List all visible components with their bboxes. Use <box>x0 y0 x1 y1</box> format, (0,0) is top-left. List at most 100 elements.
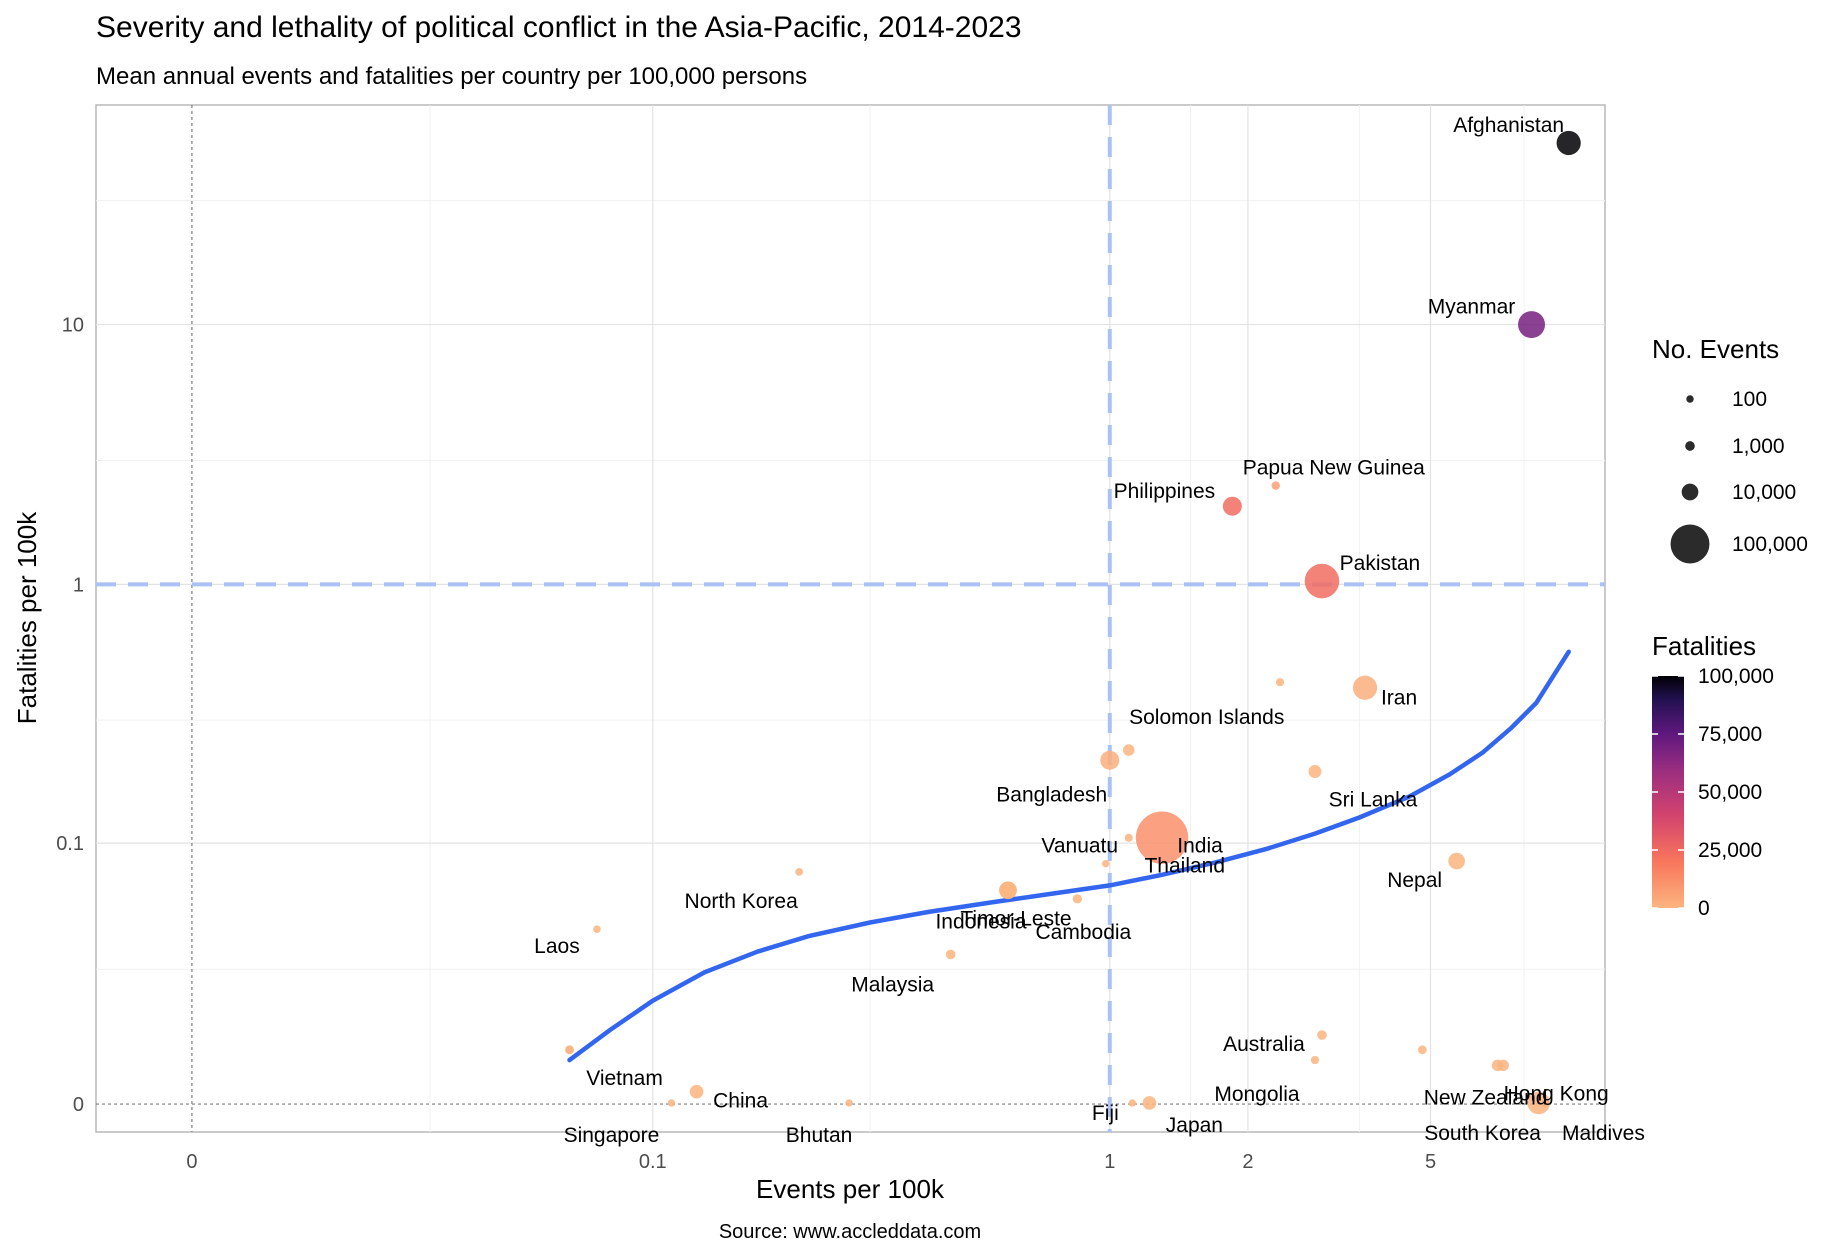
point-label: Singapore <box>564 1124 660 1147</box>
plot-panel <box>95 104 1606 1133</box>
point-label: North Korea <box>685 890 799 913</box>
data-point <box>1308 765 1322 778</box>
legend-size-label: 1,000 <box>1732 435 1785 458</box>
legend-size-key <box>1685 441 1695 451</box>
point-label: Philippines <box>1114 480 1216 503</box>
legend-color-title: Fatalities <box>1652 631 1756 661</box>
legend-color-label: 100,000 <box>1698 665 1774 688</box>
point-label: Mongolia <box>1214 1083 1300 1106</box>
point-label: Nepal <box>1387 869 1442 892</box>
point-label: Maldives <box>1562 1122 1645 1145</box>
point-label: Iran <box>1381 687 1417 710</box>
point-label: Fiji <box>1092 1102 1119 1125</box>
point-label: Myanmar <box>1428 296 1516 319</box>
x-tick-label: 5 <box>1425 1151 1436 1173</box>
data-point <box>667 1099 676 1107</box>
point-label: New Zealand <box>1424 1086 1548 1109</box>
data-point <box>1072 894 1083 904</box>
point-label: Bangladesh <box>996 783 1107 806</box>
point-labels: Afghanistan Myanmar Papua New Guinea Philip… <box>534 114 1645 1147</box>
point-label: Afghanistan <box>1453 114 1564 137</box>
legend-size-label: 10,000 <box>1732 481 1796 504</box>
data-point <box>1142 1096 1157 1110</box>
trend-layer <box>567 649 1571 1063</box>
data-point <box>1497 1059 1509 1072</box>
data-point <box>1317 1030 1327 1040</box>
data-point <box>1518 311 1546 339</box>
data-point <box>1222 496 1242 516</box>
point-label: Vanuatu <box>1041 835 1118 858</box>
legend-size: No. Events 100 1,000 10,000 100,000 <box>1652 334 1808 564</box>
point-label: Cambodia <box>1036 921 1132 944</box>
y-axis-ticks: 0 0.1 1 10 <box>56 315 84 1116</box>
reference-lines <box>96 105 1605 1132</box>
data-point <box>1135 811 1189 864</box>
y-tick-label: 10 <box>62 315 84 337</box>
grid-lines <box>96 105 1605 1132</box>
points-layer <box>565 130 1581 1115</box>
legend-size-label: 100,000 <box>1732 533 1808 556</box>
point-label: Laos <box>534 935 580 958</box>
data-point <box>1128 1099 1137 1107</box>
point-label: Australia <box>1223 1033 1305 1056</box>
data-point <box>1275 678 1285 687</box>
x-tick-label: 2 <box>1242 1151 1253 1173</box>
data-point <box>1418 1045 1427 1055</box>
x-axis-ticks: 0 0.1 1 2 5 <box>186 1151 1436 1173</box>
plot-area: Afghanistan Myanmar Papua New Guinea Philip… <box>95 104 1645 1147</box>
data-point <box>1100 750 1120 770</box>
point-label: Solomon Islands <box>1129 706 1284 729</box>
point-label: Bhutan <box>786 1124 853 1147</box>
data-point <box>1352 675 1378 700</box>
point-label: Japan <box>1166 1114 1223 1137</box>
x-tick-label: 0.1 <box>639 1151 667 1173</box>
legend-size-title: No. Events <box>1652 334 1779 364</box>
data-point <box>1304 563 1340 599</box>
chart-subtitle: Mean annual events and fatalities per co… <box>96 63 807 90</box>
point-label: Hong Kong <box>1504 1082 1609 1105</box>
data-point <box>593 925 601 933</box>
data-point <box>1271 481 1280 490</box>
y-axis-label: Fatalities per 100k <box>12 511 42 724</box>
trend-line <box>567 649 1571 1063</box>
point-label: South Korea <box>1424 1122 1541 1145</box>
data-point <box>1556 130 1581 156</box>
point-label: China <box>713 1090 768 1113</box>
legend-size-label: 100 <box>1732 388 1767 411</box>
data-point <box>1310 1055 1320 1065</box>
legend-color-label: 25,000 <box>1698 839 1762 862</box>
x-tick-label: 0 <box>186 1151 197 1173</box>
legend-size-key <box>1686 395 1694 403</box>
legend-color-label: 75,000 <box>1698 723 1762 746</box>
data-point <box>1448 852 1465 870</box>
point-label: Malaysia <box>851 973 934 996</box>
data-point <box>845 1099 853 1107</box>
data-point <box>1541 1098 1550 1108</box>
data-point <box>565 1045 574 1055</box>
point-label: India <box>1177 835 1223 858</box>
point-label: Timor-Leste <box>960 907 1071 930</box>
legend-color-ticks: 0 25,000 50,000 75,000 100,000 <box>1652 665 1774 920</box>
point-label: Vietnam <box>586 1067 663 1090</box>
data-point <box>945 949 956 960</box>
legend-size-key <box>1670 524 1710 564</box>
y-tick-label: 0 <box>73 1094 84 1116</box>
point-label: Papua New Guinea <box>1243 457 1425 480</box>
chart-title: Severity and lethality of political conf… <box>96 11 1022 44</box>
point-label: Thailand <box>1144 855 1225 878</box>
data-point <box>689 1084 704 1099</box>
legend-size-items: 100 1,000 10,000 100,000 <box>1670 388 1808 564</box>
legend-color-label: 0 <box>1698 897 1710 920</box>
point-label: Indonesia <box>935 910 1026 933</box>
chart-caption: Source: www.accleddata.com <box>719 1221 981 1243</box>
legend-color-label: 50,000 <box>1698 781 1762 804</box>
data-point <box>1124 833 1133 842</box>
point-label: Pakistan <box>1340 552 1421 575</box>
legend-color: Fatalities 0 25,000 50,000 75,000 100,000 <box>1652 631 1774 920</box>
data-point <box>795 867 804 876</box>
x-tick-label: 1 <box>1104 1151 1115 1173</box>
x-axis-label: Events per 100k <box>756 1174 945 1204</box>
legend-size-key <box>1681 483 1699 501</box>
